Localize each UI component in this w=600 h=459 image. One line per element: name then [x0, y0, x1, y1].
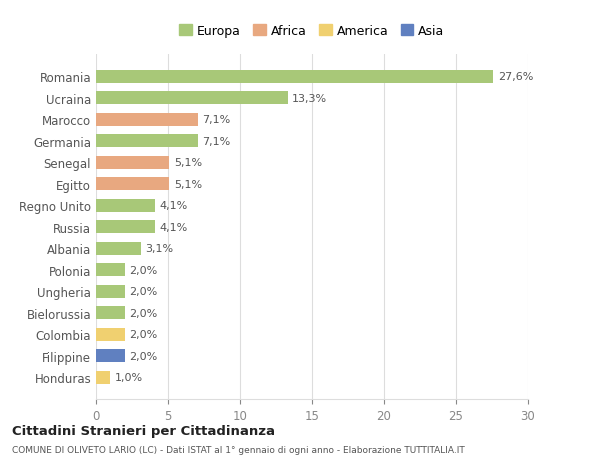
Text: 2,0%: 2,0% — [129, 330, 157, 339]
Bar — [96, 242, 140, 255]
Bar — [96, 157, 169, 169]
Bar — [96, 349, 125, 362]
Text: 3,1%: 3,1% — [145, 244, 173, 254]
Bar — [96, 285, 125, 298]
Text: 7,1%: 7,1% — [203, 136, 231, 146]
Text: 5,1%: 5,1% — [174, 179, 202, 189]
Text: 1,0%: 1,0% — [115, 372, 143, 382]
Text: Cittadini Stranieri per Cittadinanza: Cittadini Stranieri per Cittadinanza — [12, 424, 275, 437]
Text: 5,1%: 5,1% — [174, 158, 202, 168]
Text: 4,1%: 4,1% — [160, 222, 188, 232]
Bar — [96, 221, 155, 234]
Text: 27,6%: 27,6% — [498, 72, 533, 82]
Text: 2,0%: 2,0% — [129, 265, 157, 275]
Text: 2,0%: 2,0% — [129, 308, 157, 318]
Bar — [96, 199, 155, 212]
Text: COMUNE DI OLIVETO LARIO (LC) - Dati ISTAT al 1° gennaio di ogni anno - Elaborazi: COMUNE DI OLIVETO LARIO (LC) - Dati ISTA… — [12, 445, 465, 454]
Bar — [96, 113, 198, 127]
Text: 4,1%: 4,1% — [160, 201, 188, 211]
Legend: Europa, Africa, America, Asia: Europa, Africa, America, Asia — [175, 20, 449, 43]
Bar — [96, 263, 125, 276]
Bar — [96, 307, 125, 319]
Bar — [96, 71, 493, 84]
Text: 2,0%: 2,0% — [129, 286, 157, 297]
Bar — [96, 135, 198, 148]
Bar — [96, 371, 110, 384]
Bar — [96, 328, 125, 341]
Bar — [96, 178, 169, 191]
Text: 7,1%: 7,1% — [203, 115, 231, 125]
Text: 13,3%: 13,3% — [292, 94, 327, 104]
Bar — [96, 92, 287, 105]
Text: 2,0%: 2,0% — [129, 351, 157, 361]
